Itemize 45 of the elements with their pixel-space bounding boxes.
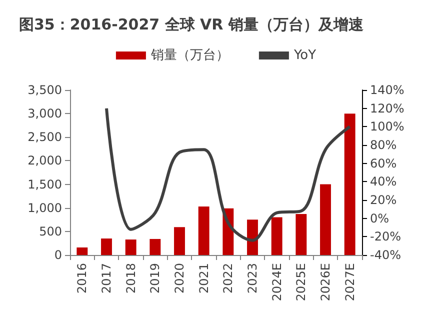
x-tick-label: 2017 [100, 263, 114, 294]
y2-tick-label: 40% [370, 174, 397, 189]
y-tick-label: 2,000 [28, 154, 62, 168]
bar [271, 217, 282, 255]
x-tick-label: 2019 [148, 263, 162, 294]
bar [320, 184, 331, 255]
y-tick-label: 3,000 [28, 106, 62, 121]
x-tick-label: 2025E [294, 263, 308, 302]
bar [101, 238, 112, 255]
y2-tick-label: 20% [370, 193, 397, 207]
x-tick-label: 2024E [270, 263, 284, 302]
bar [174, 227, 185, 255]
bar [296, 214, 307, 255]
bar [150, 238, 161, 255]
bar [247, 220, 258, 255]
y2-tick-label: 100% [370, 120, 404, 134]
y-tick-label: 2,500 [28, 130, 62, 144]
bar [344, 114, 356, 255]
bar [125, 239, 136, 255]
y-tick-label: 1,000 [28, 200, 62, 215]
bar [198, 206, 210, 255]
x-tick-label: 2022 [221, 263, 236, 294]
bar [76, 247, 88, 255]
y-tick-label: 3,500 [28, 83, 62, 97]
y2-tick-label: 0% [370, 211, 390, 226]
y2-tick-label: 60% [370, 156, 397, 170]
x-tick-label: 2020 [172, 263, 186, 294]
y2-tick-label: -20% [370, 230, 402, 244]
y-tick-label: 500 [39, 224, 62, 238]
y2-tick-label: -40% [370, 248, 402, 262]
y-tick-label: 0 [54, 248, 62, 262]
x-tick-label: 2027E [342, 263, 357, 302]
y2-tick-label: 120% [370, 101, 404, 116]
x-tick-label: 2016 [75, 263, 90, 294]
x-tick-label: 2018 [124, 263, 138, 294]
x-tick-label: 2026E [318, 263, 332, 302]
x-tick-label: 2023 [246, 263, 260, 294]
legend-label: YoY [292, 48, 316, 63]
x-tick-label: 2021 [196, 263, 211, 294]
y2-tick-label: 140% [370, 83, 404, 97]
chart-title: 图35：2016-2027 全球 VR 销量（万台）及增速 [19, 16, 364, 34]
line-series [105, 106, 352, 242]
legend-label: 销量（万台） [150, 48, 229, 63]
y-tick-label: 1,500 [28, 177, 62, 192]
y2-tick-label: 80% [370, 138, 397, 152]
